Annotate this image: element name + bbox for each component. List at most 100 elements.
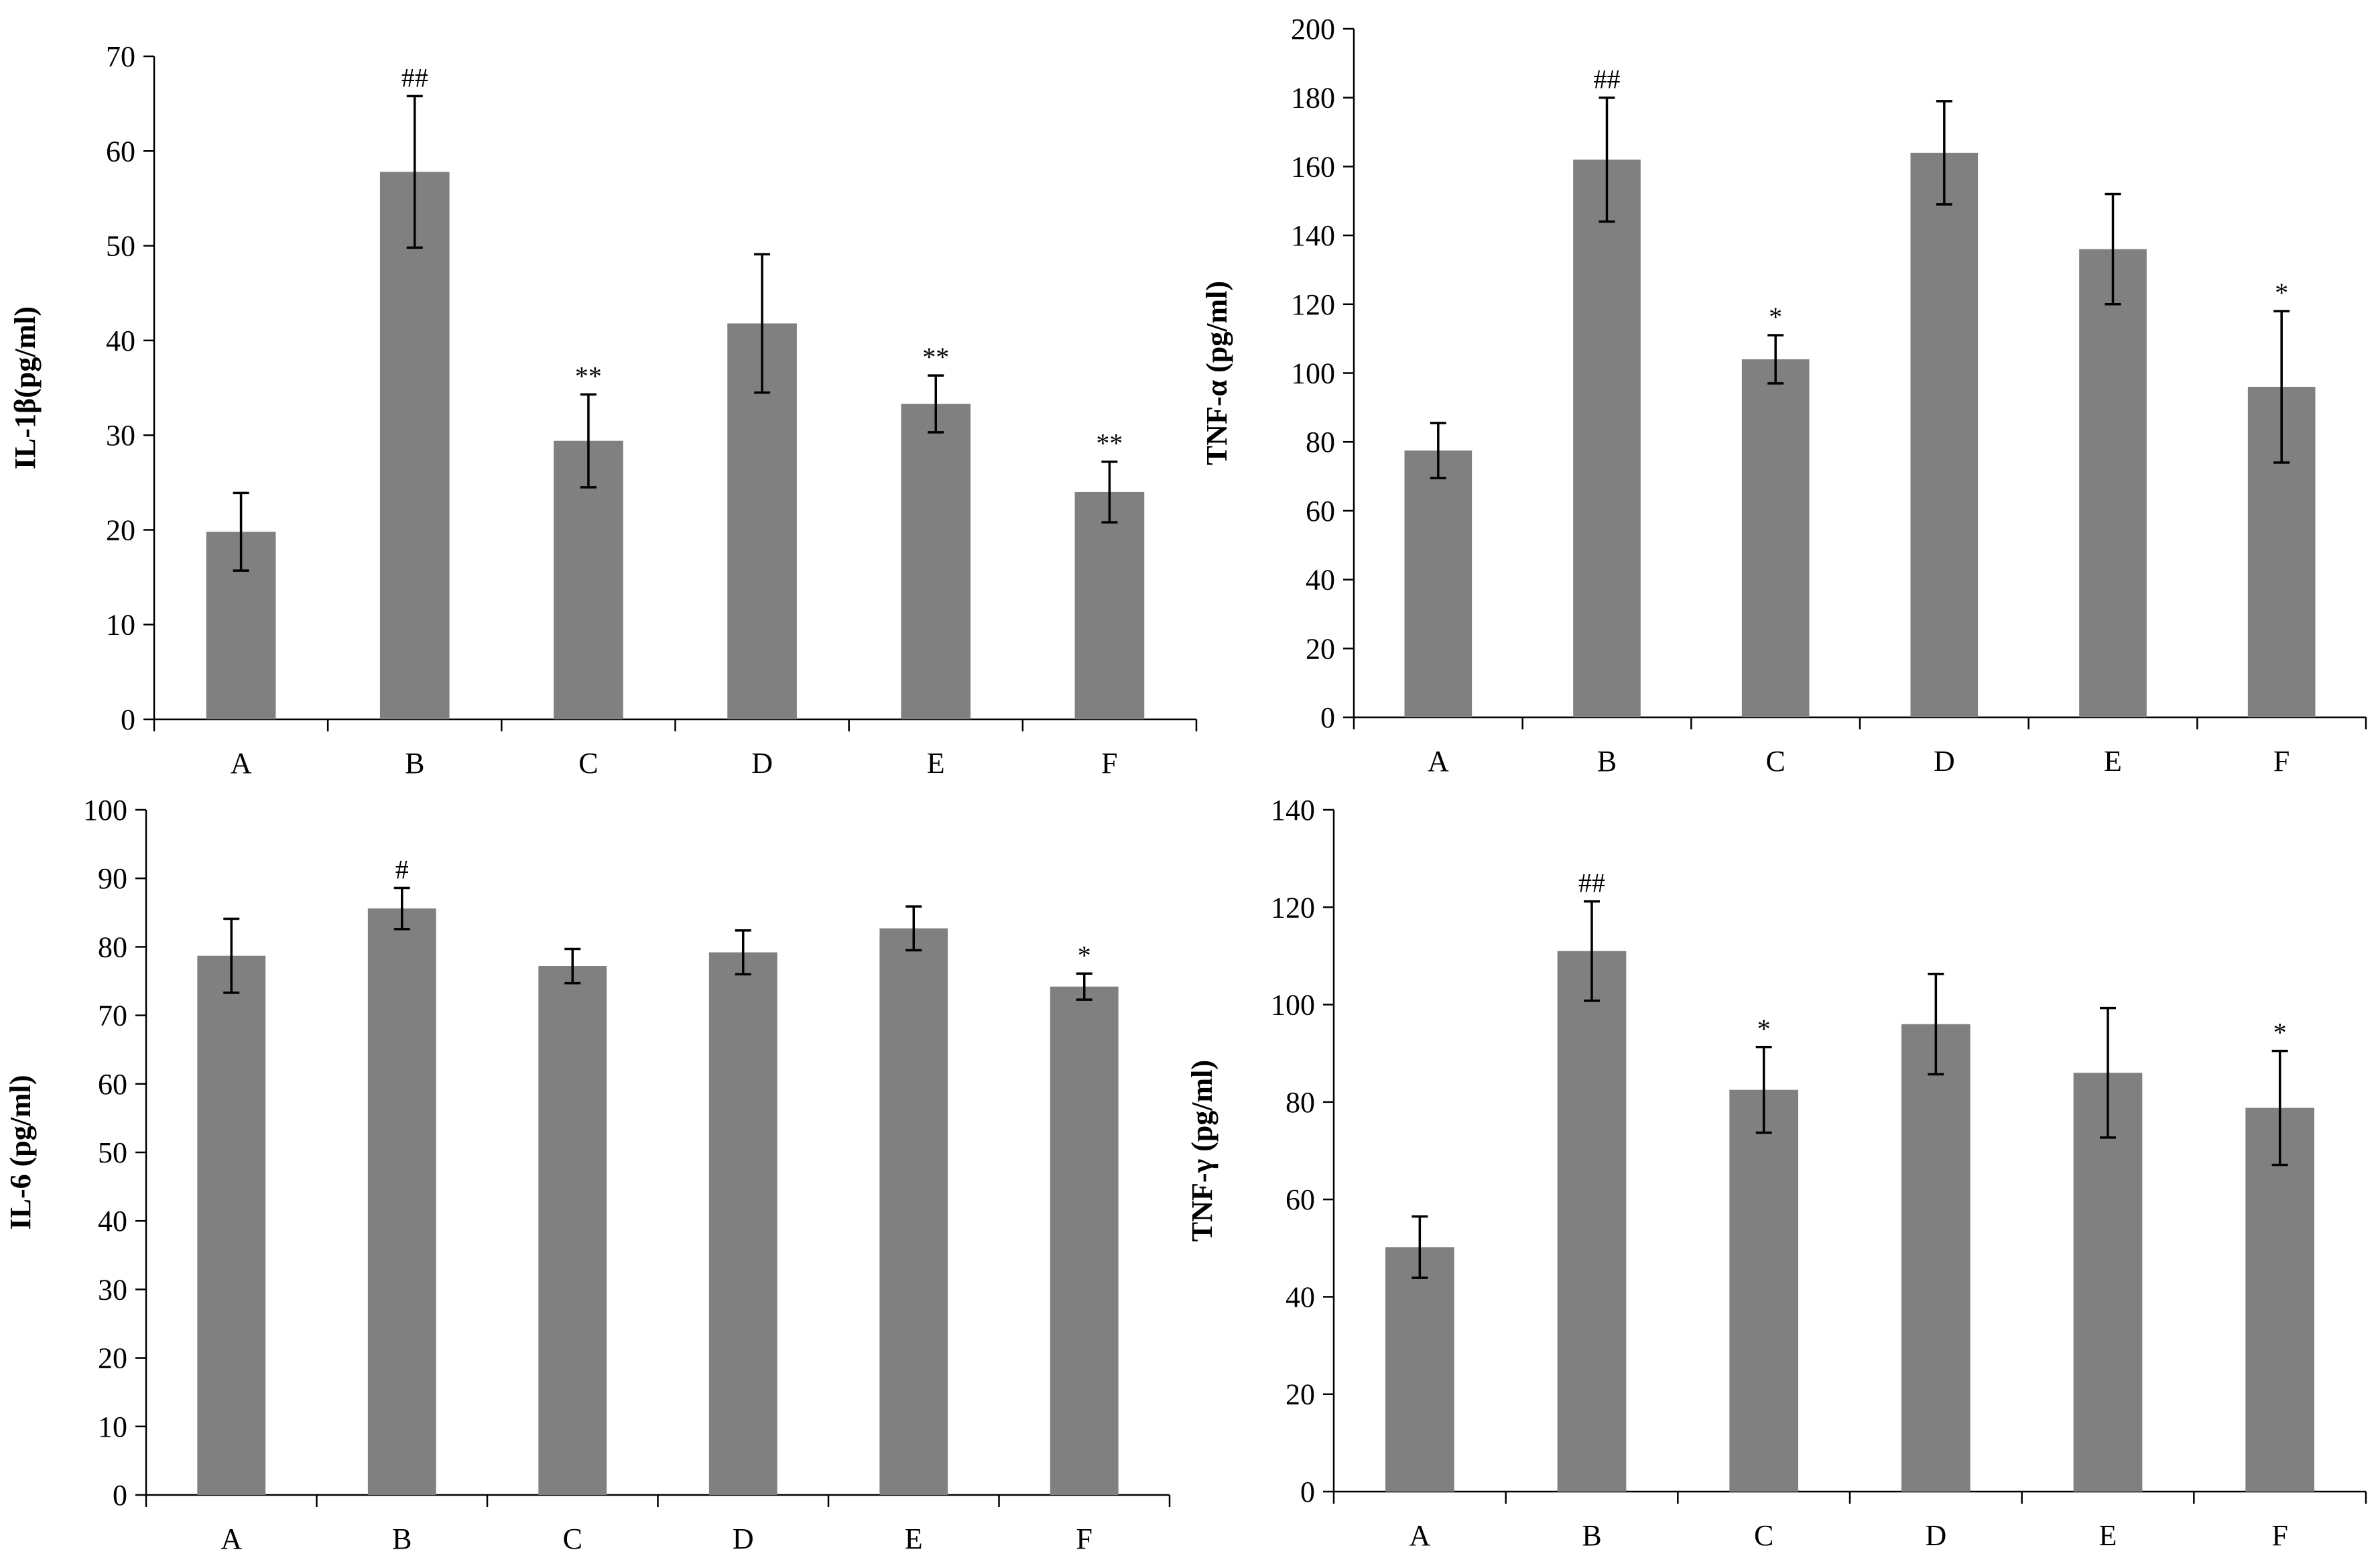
bar-B (379, 172, 450, 720)
error-bar-B (406, 95, 423, 249)
error-bar-C (580, 393, 597, 489)
bar-E (901, 404, 971, 719)
y-tick-label: 0 (113, 1479, 127, 1512)
x-category-label: B (1582, 1519, 1601, 1552)
significance-mark-B: ## (1578, 868, 1605, 898)
y-tick-label: 40 (98, 1205, 127, 1238)
x-category-label: D (1934, 745, 1955, 778)
chart-panel-bottom-right: 0 20 40 60 80 100 120 140 TNF-γ (pg/ml) A ## B * C D E *… (1186, 794, 2367, 1552)
bar-C (1741, 359, 1810, 717)
bar-C (538, 966, 607, 1495)
error-bar-B (393, 886, 410, 930)
y-tick-label: 20 (98, 1342, 127, 1375)
error-bar-A (1412, 1215, 1428, 1279)
bar-E (2073, 1073, 2143, 1492)
chart-panel-top-left: 0 10 20 30 40 50 60 70 IL-1β(pg/ml) A ## B ** C D ** E **… (9, 40, 1198, 780)
significance-mark-B: # (395, 855, 409, 885)
error-bar-E (2105, 192, 2121, 306)
x-category-label: A (231, 747, 252, 780)
y-tick-label: 20 (1286, 1378, 1315, 1411)
y-tick-label: 20 (106, 514, 135, 546)
y-tick-label: 100 (83, 794, 127, 827)
error-bar-B (1599, 96, 1615, 223)
x-category-label: E (2099, 1519, 2117, 1552)
significance-mark-F: * (2275, 278, 2288, 308)
bar-B (1557, 951, 1627, 1492)
x-category-label: D (733, 1522, 754, 1555)
x-category-label: A (1409, 1519, 1430, 1552)
x-category-label: F (1076, 1522, 1092, 1555)
y-tick-label: 80 (98, 930, 127, 963)
y-tick-label: 70 (106, 40, 135, 73)
error-bar-F (1076, 972, 1092, 1001)
error-bar-E (2100, 1006, 2116, 1139)
y-tick-label: 10 (106, 609, 135, 642)
error-bar-D (754, 253, 771, 394)
error-bar-F (2273, 310, 2290, 464)
x-category-label: F (1101, 747, 1117, 780)
y-tick-label: 60 (106, 135, 135, 168)
x-category-label: D (1925, 1519, 1946, 1552)
x-category-label: C (563, 1522, 582, 1555)
y-tick-label: 80 (1306, 426, 1335, 459)
bar-E (2079, 249, 2147, 717)
bar-F (2245, 1107, 2314, 1492)
x-category-label: C (578, 747, 598, 780)
x-category-label: B (405, 747, 424, 780)
bar-D (708, 952, 777, 1495)
significance-mark-C: * (1769, 302, 1782, 332)
y-tick-label: 200 (1291, 13, 1335, 46)
y-tick-label: 60 (1286, 1183, 1315, 1216)
bar-F (1050, 986, 1119, 1495)
error-bar-B (1584, 900, 1600, 1002)
x-category-label: B (1597, 745, 1617, 778)
error-bar-C (1767, 334, 1784, 385)
y-tick-label: 140 (1291, 219, 1335, 252)
x-category-label: E (905, 1522, 923, 1555)
y-tick-label: 180 (1291, 82, 1335, 115)
error-bar-E (905, 905, 922, 952)
y-tick-label: 70 (98, 1000, 127, 1032)
y-tick-label: 100 (1291, 357, 1335, 390)
x-category-label: C (1754, 1519, 1773, 1552)
x-category-label: C (1765, 745, 1785, 778)
error-bar-E (928, 374, 944, 434)
y-tick-label: 160 (1291, 150, 1335, 183)
y-tick-label: 20 (1306, 632, 1335, 665)
significance-mark-F: * (1078, 940, 1091, 970)
bar-F (1074, 491, 1145, 719)
y-tick-label: 120 (1291, 288, 1335, 321)
bar-B (367, 908, 436, 1495)
significance-mark-B: ## (401, 62, 428, 93)
y-axis-label: TNF-α (pg/ml) (1200, 281, 1233, 465)
bar-D (1901, 1024, 1970, 1492)
x-category-label: A (221, 1522, 242, 1555)
bar-E (879, 928, 948, 1495)
bar-C (1729, 1089, 1798, 1492)
significance-mark-F: * (2273, 1018, 2287, 1048)
error-bar-F (2271, 1049, 2288, 1166)
chart-panel-bottom-left: 0 10 20 30 40 50 60 70 80 90 100 IL-6 (pg/ml) A # B C D E… (4, 794, 1171, 1555)
error-bar-A (233, 491, 249, 572)
y-tick-label: 0 (121, 703, 135, 736)
x-category-label: B (392, 1522, 412, 1555)
bar-A (1404, 450, 1473, 717)
error-bar-A (1430, 422, 1446, 479)
x-category-label: E (2104, 745, 2122, 778)
x-category-label: F (2273, 745, 2290, 778)
error-bar-D (1928, 973, 1944, 1076)
error-bar-A (223, 917, 240, 994)
error-bar-C (564, 947, 581, 985)
y-axis-label: IL-6 (pg/ml) (4, 1075, 37, 1230)
chart-panel-top-right: 0 20 40 60 80 100 120 140 160 180 200 TNF-α (pg/ml)… (1200, 13, 2367, 778)
y-tick-label: 100 (1271, 989, 1315, 1022)
bar-A (197, 955, 266, 1495)
y-tick-label: 60 (98, 1068, 127, 1101)
y-tick-label: 0 (1320, 701, 1335, 734)
y-tick-label: 10 (98, 1410, 127, 1443)
error-bar-F (1101, 460, 1118, 524)
x-category-label: A (1428, 745, 1449, 778)
y-tick-label: 50 (98, 1136, 127, 1169)
error-bar-D (1936, 100, 1952, 206)
y-tick-label: 30 (106, 419, 135, 452)
